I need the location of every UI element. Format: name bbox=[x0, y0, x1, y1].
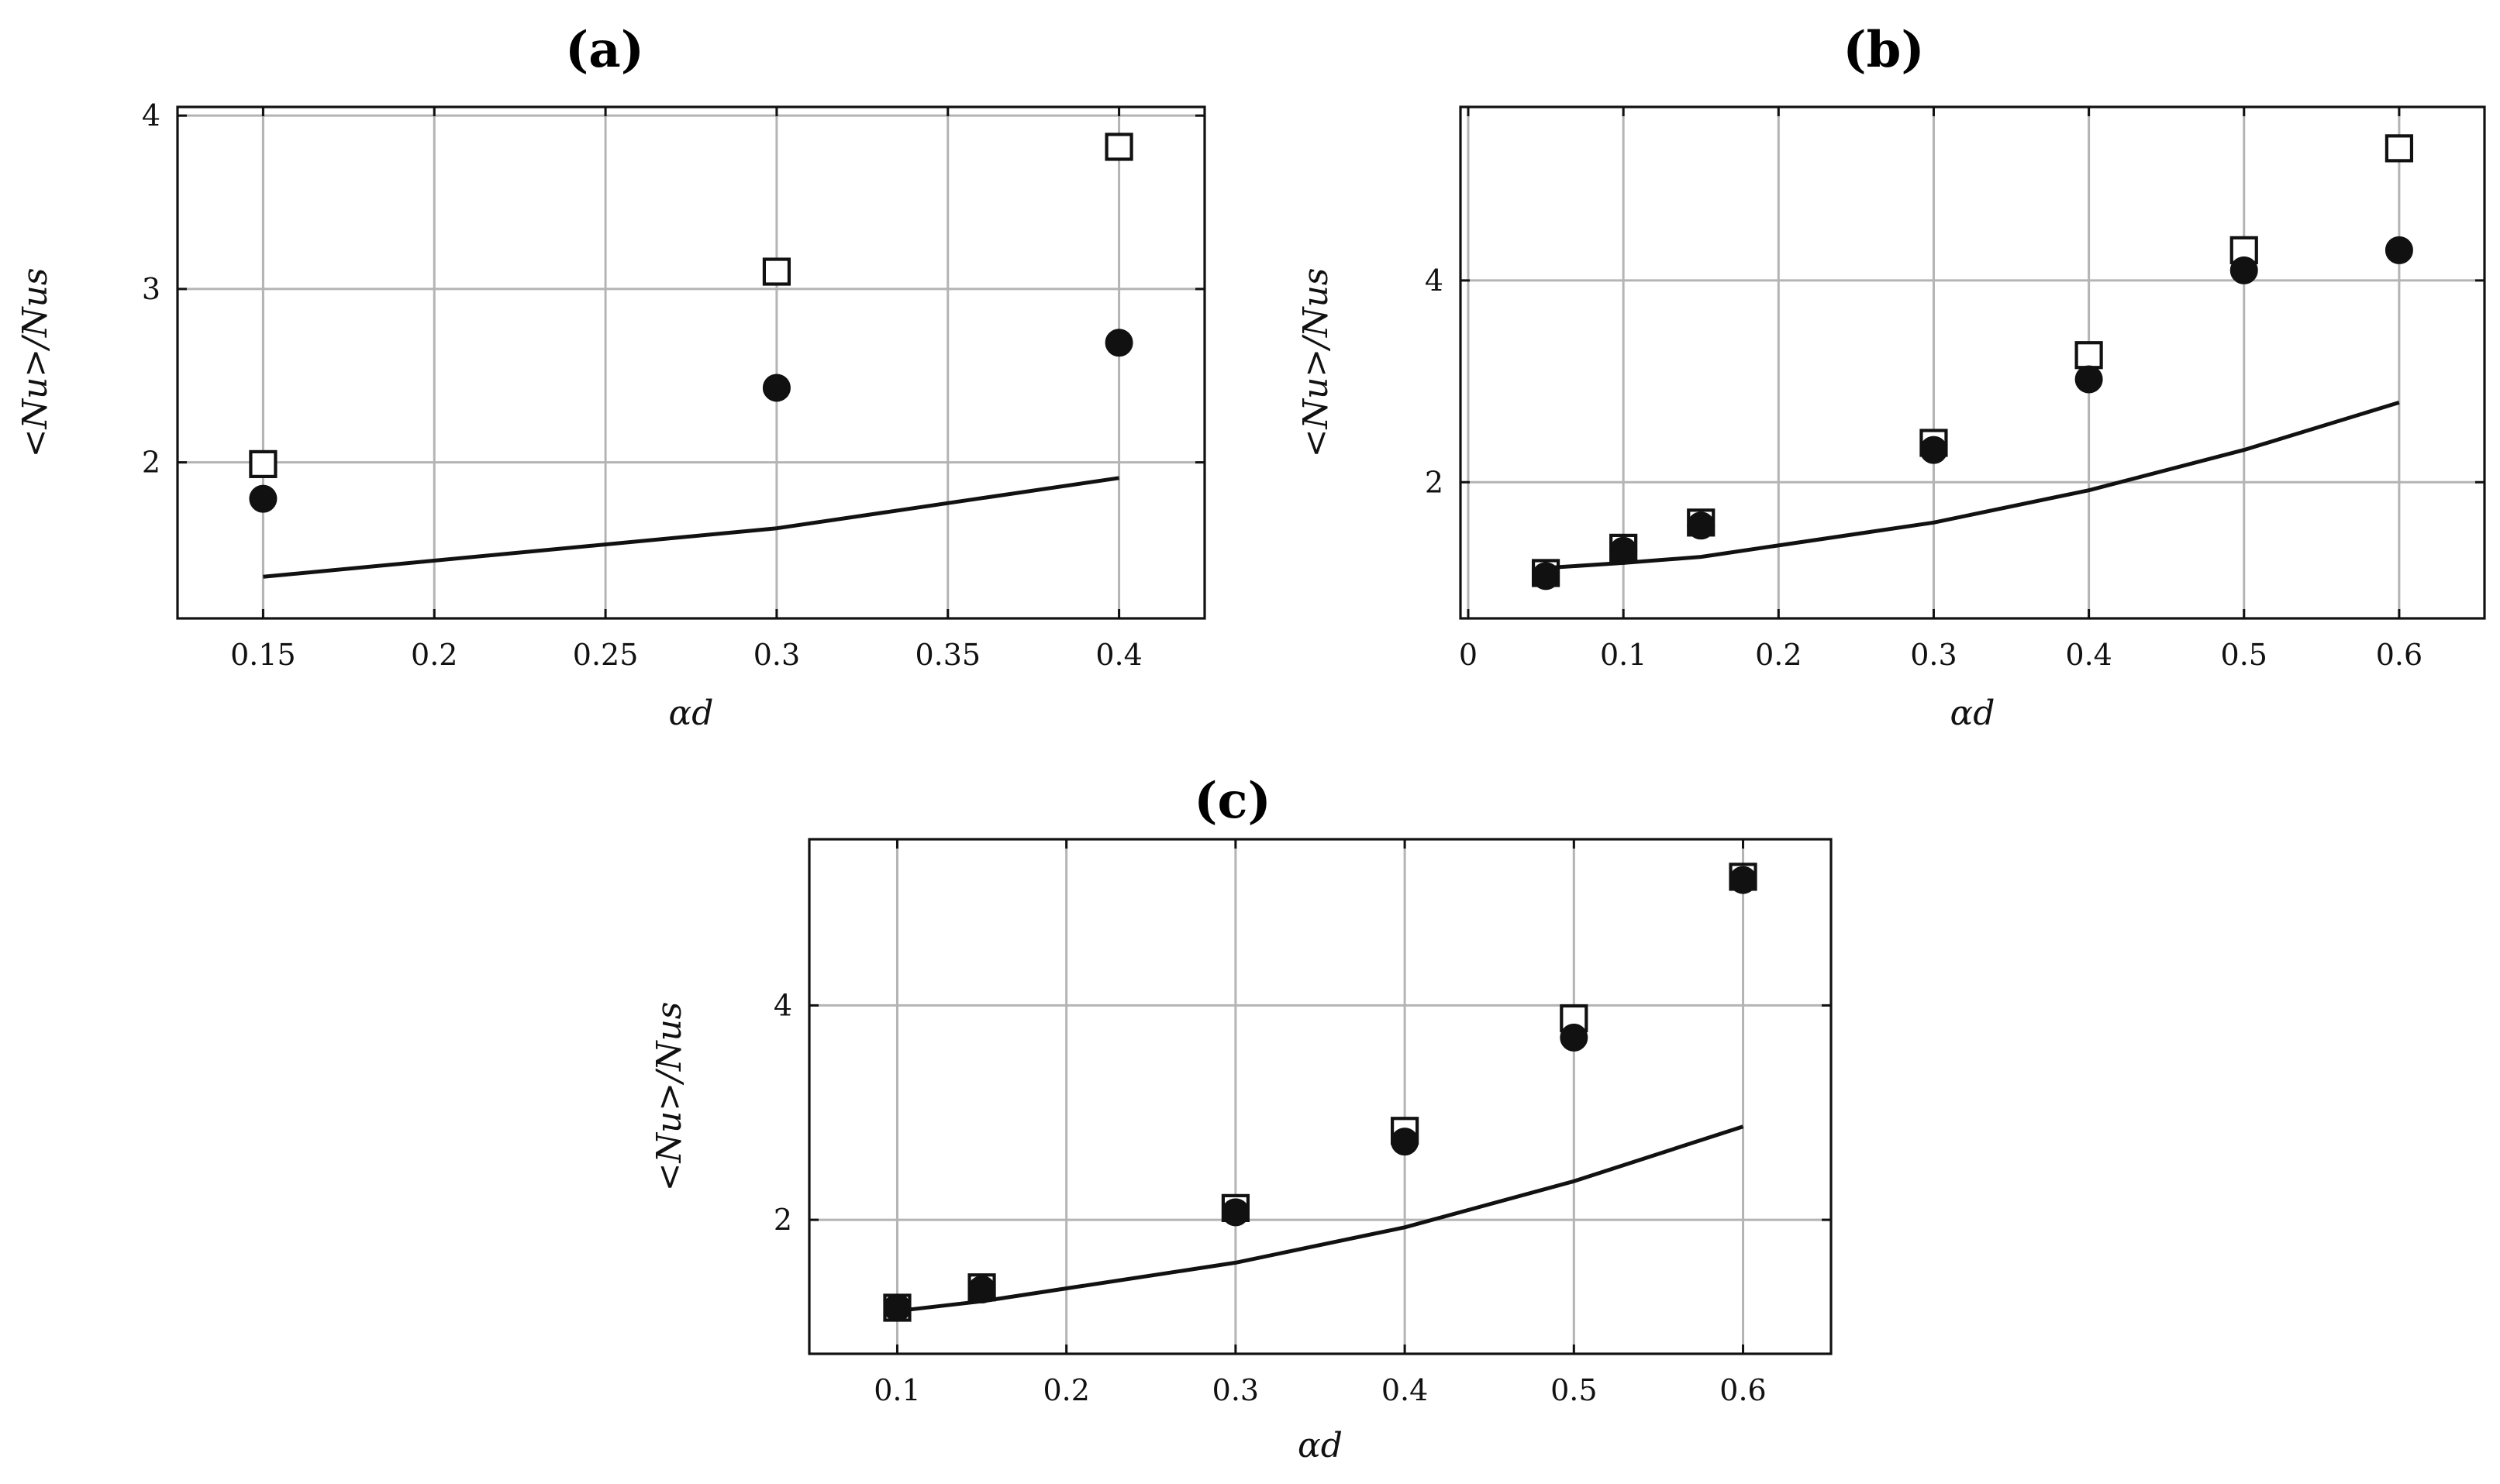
x-tick-label: 0.5 bbox=[2221, 638, 2267, 672]
square-marker bbox=[2074, 341, 2103, 370]
x-tick-label: 0.6 bbox=[2376, 638, 2422, 672]
y-tick-label: 4 bbox=[774, 988, 792, 1022]
chart-title: (a) bbox=[565, 21, 644, 79]
y-tick-label: 2 bbox=[774, 1203, 792, 1237]
plot-frame bbox=[808, 838, 1833, 1355]
chart-title: (b) bbox=[1843, 21, 1924, 79]
x-tick-label: 0.2 bbox=[1043, 1373, 1089, 1407]
plot-frame bbox=[1459, 105, 2486, 620]
x-axis-label: αd bbox=[1298, 1426, 1343, 1465]
series-line bbox=[263, 476, 1119, 579]
plot-frame bbox=[176, 105, 1206, 620]
circle-marker bbox=[2074, 365, 2103, 394]
circle-marker bbox=[1729, 866, 1757, 894]
chart-panel-b: 0 0.1 0.2 0.3 0.4 0.5 0.6 2 4 (b) αd <Nu>/Nus bbox=[1296, 21, 2486, 733]
x-tick-label: 0.1 bbox=[874, 1373, 920, 1407]
circle-marker bbox=[1221, 1198, 1250, 1227]
x-tick-label: 0.4 bbox=[1381, 1373, 1428, 1407]
circle-marker bbox=[762, 374, 791, 402]
circle-marker bbox=[1687, 511, 1716, 540]
square-marker bbox=[2384, 134, 2414, 163]
y-tick-label: 2 bbox=[142, 446, 160, 480]
x-tick-label: 0.3 bbox=[1910, 638, 1957, 672]
y-tick-label: 4 bbox=[1425, 263, 1443, 298]
y-tick-label: 3 bbox=[142, 272, 160, 306]
x-axis-label: αd bbox=[1950, 694, 1995, 733]
chart-panel-c: 0.1 0.2 0.3 0.4 0.5 0.6 2 4 (c) αd <Nu>/Nus bbox=[650, 772, 1833, 1465]
chart-title: (c) bbox=[1194, 772, 1271, 830]
circle-marker bbox=[1105, 329, 1133, 357]
x-tick-label: 0.3 bbox=[753, 638, 800, 672]
circle-marker bbox=[883, 1293, 912, 1322]
square-marker bbox=[762, 257, 791, 286]
chart-panel-a: 0.15 0.2 0.25 0.3 0.35 0.4 2 3 4 (a) αd <Nu>/Nus bbox=[16, 21, 1206, 733]
circle-marker bbox=[2229, 256, 2258, 284]
x-tick-label: 0.4 bbox=[1095, 638, 1142, 672]
x-tick-label: 0.15 bbox=[230, 638, 296, 672]
circle-marker bbox=[1560, 1023, 1588, 1052]
y-axis-label: <Nu>/Nus bbox=[650, 1002, 689, 1192]
square-marker bbox=[1105, 133, 1133, 161]
x-tick-label: 0 bbox=[1459, 638, 1478, 672]
series-line bbox=[897, 1124, 1744, 1314]
x-tick-label: 0.2 bbox=[411, 638, 457, 672]
x-tick-label: 0.25 bbox=[573, 638, 639, 672]
y-tick-label: 4 bbox=[142, 98, 160, 133]
circle-marker bbox=[249, 484, 278, 513]
x-tick-label: 0.35 bbox=[915, 638, 981, 672]
x-tick-label: 0.5 bbox=[1550, 1373, 1597, 1407]
x-tick-label: 0.3 bbox=[1212, 1373, 1259, 1407]
circle-marker bbox=[2384, 236, 2413, 264]
y-axis-label: <Nu>/Nus bbox=[1296, 268, 1336, 458]
x-tick-label: 0.1 bbox=[1600, 638, 1647, 672]
x-tick-label: 0.6 bbox=[1719, 1373, 1766, 1407]
x-axis-label: αd bbox=[669, 694, 714, 733]
circle-marker bbox=[1391, 1128, 1419, 1156]
series-line bbox=[1545, 401, 2400, 570]
circle-marker bbox=[1919, 436, 1948, 464]
square-marker bbox=[249, 449, 278, 478]
circle-marker bbox=[1609, 536, 1638, 565]
y-tick-label: 2 bbox=[1425, 465, 1443, 499]
y-axis-label: <Nu>/Nus bbox=[16, 268, 55, 458]
x-tick-label: 0.2 bbox=[1755, 638, 1802, 672]
x-tick-label: 0.4 bbox=[2065, 638, 2112, 672]
